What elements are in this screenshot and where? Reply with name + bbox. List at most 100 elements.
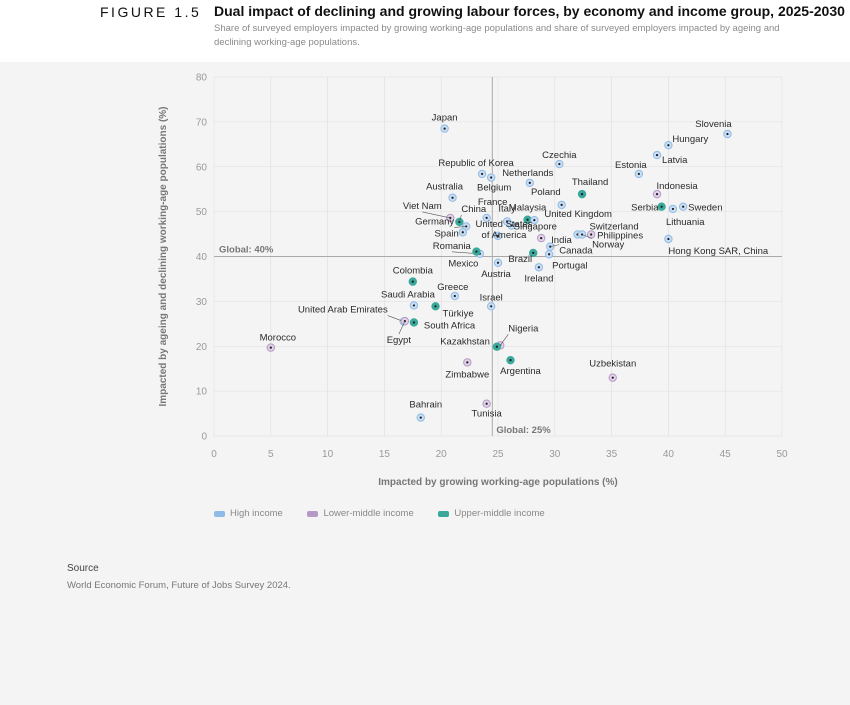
point-label-united-states-of-america: United States of America [475,219,532,241]
point-label-singapore: Singapore [514,222,557,233]
point-label-hungary: Hungary [672,134,708,145]
data-point-center-estonia [637,172,640,176]
point-label-serbia: Serbia [631,203,659,214]
data-point-center-zimbabwe [466,361,469,364]
data-point-center-morocco [269,346,272,349]
leader-line-nigeria [500,334,509,346]
data-point-center-united-states-of-america [496,234,500,237]
point-label-israel: Israel [480,292,503,303]
y-tick-label: 40 [196,252,208,263]
data-point-center-italy [505,220,509,223]
point-label-czechia: Czechia [542,150,577,161]
point-label-zimbabwe: Zimbabwe [445,369,489,380]
global-reference-label-horizontal: Global: 40% [219,245,274,256]
data-point-center-republic-of-korea [480,172,484,176]
point-label-norway: Norway [592,240,624,251]
y-tick-label: 30 [196,297,208,308]
legend-label-lower-middle-income: Lower-middle income [323,508,414,519]
data-point-center-poland [560,203,563,206]
legend-swatch-lower-middle-income [307,510,319,517]
legend-label-high-income: High income [230,508,283,519]
data-point-center-thailand [580,193,584,196]
point-label-germany: Germany [415,216,454,227]
point-label-switzerland: Switzerland [590,222,639,233]
data-point-center-austria [496,261,500,264]
legend-item-lower-middle-income: Lower-middle income [307,508,414,519]
data-point-center-singapore [510,224,513,227]
point-label-colombia: Colombia [393,266,434,277]
data-point-center-united-kingdom [533,219,536,222]
global-reference-label-vertical: Global: 25% [496,425,551,436]
chart-legend: High income Lower-middle income Upper-mi… [214,508,567,520]
figure-number: FIGURE 1.5 [100,4,202,20]
data-point-center-tunisia [485,402,488,405]
point-label-estonia: Estonia [615,160,647,171]
source-heading: Source [67,563,99,574]
data-point-center-philippines [590,233,593,236]
point-label-australia: Australia [426,182,464,193]
point-label-romania: Romania [433,241,472,252]
data-point-center-netherlands [528,181,531,185]
leader-line-norway [581,234,593,239]
data-point-center-mexico [475,250,478,253]
point-label-united-kingdom: United Kingdom [544,209,612,220]
point-label-saudi-arabia: Saudi Arabia [381,289,436,300]
x-axis-label: Impacted by growing working-age populati… [378,477,617,488]
data-point-center-malaysia [526,218,529,221]
point-label-lithuania: Lithuania [666,217,705,228]
data-point-center-hungary [667,144,670,147]
data-point-center-south-africa [412,321,416,324]
point-label-morocco: Morocco [260,333,296,344]
point-label-belgium: Belgium [477,183,511,194]
data-point-center-uzbekistan [611,376,614,379]
data-point-center-belgium [490,176,493,179]
data-point-center-latvia [655,153,659,157]
data-point-center-hong-kong-sar-china [667,237,670,241]
data-point-center-colombia [411,280,414,283]
data-point-center-india [540,237,543,240]
x-tick-label: 20 [436,449,448,460]
data-point-center-brazil [532,251,535,255]
data-point-center-czechia [558,162,561,166]
point-label-japan: Japan [432,113,458,124]
point-label-china: China [461,204,487,215]
y-tick-label: 50 [196,207,208,218]
chart-panel [0,62,850,705]
point-label-indonesia: Indonesia [656,181,698,192]
point-label-hong-kong-sar-china: Hong Kong SAR, China [668,246,769,257]
point-label-ireland: Ireland [524,273,553,284]
point-label-latvia: Latvia [662,155,688,166]
x-tick-label: 50 [776,449,788,460]
x-tick-label: 40 [663,449,675,460]
leader-line-germany [454,226,467,228]
data-point-center-israel [490,305,493,308]
x-tick-label: 30 [549,449,561,460]
point-label-poland: Poland [531,187,561,198]
figure-subtitle: Share of surveyed employers impacted by … [214,23,780,48]
data-point-center-argentina [509,359,512,362]
point-label-malaysia: Malaysia [509,203,547,214]
point-label-viet-nam: Viet Nam [403,201,442,212]
point-label-canada: Canada [559,246,593,257]
point-label-uzbekistan: Uzbekistan [589,359,636,370]
point-label-greece: Greece [437,282,468,293]
data-point-center-spain [461,231,464,234]
x-tick-label: 25 [492,449,504,460]
point-label-south-africa: South Africa [424,320,476,331]
data-point-center-t-rkiye [434,305,437,308]
x-tick-label: 5 [268,449,274,460]
data-point-center-slovenia [726,132,729,136]
point-label-t-rkiye: Türkiye [443,308,474,319]
legend-swatch-upper-middle-income [438,510,450,517]
x-tick-label: 0 [211,449,217,460]
point-label-philippines: Philippines [597,231,643,242]
data-point-center-greece [453,294,456,298]
x-tick-label: 45 [720,449,732,460]
point-label-spain: Spain [434,228,458,239]
data-point-center-ireland [537,266,540,269]
point-label-brazil: Brazil [508,254,532,265]
point-label-austria: Austria [481,269,511,280]
legend-swatch-high-income [214,510,225,517]
leader-line-viet-nam [422,211,451,219]
y-tick-label: 0 [201,432,207,443]
